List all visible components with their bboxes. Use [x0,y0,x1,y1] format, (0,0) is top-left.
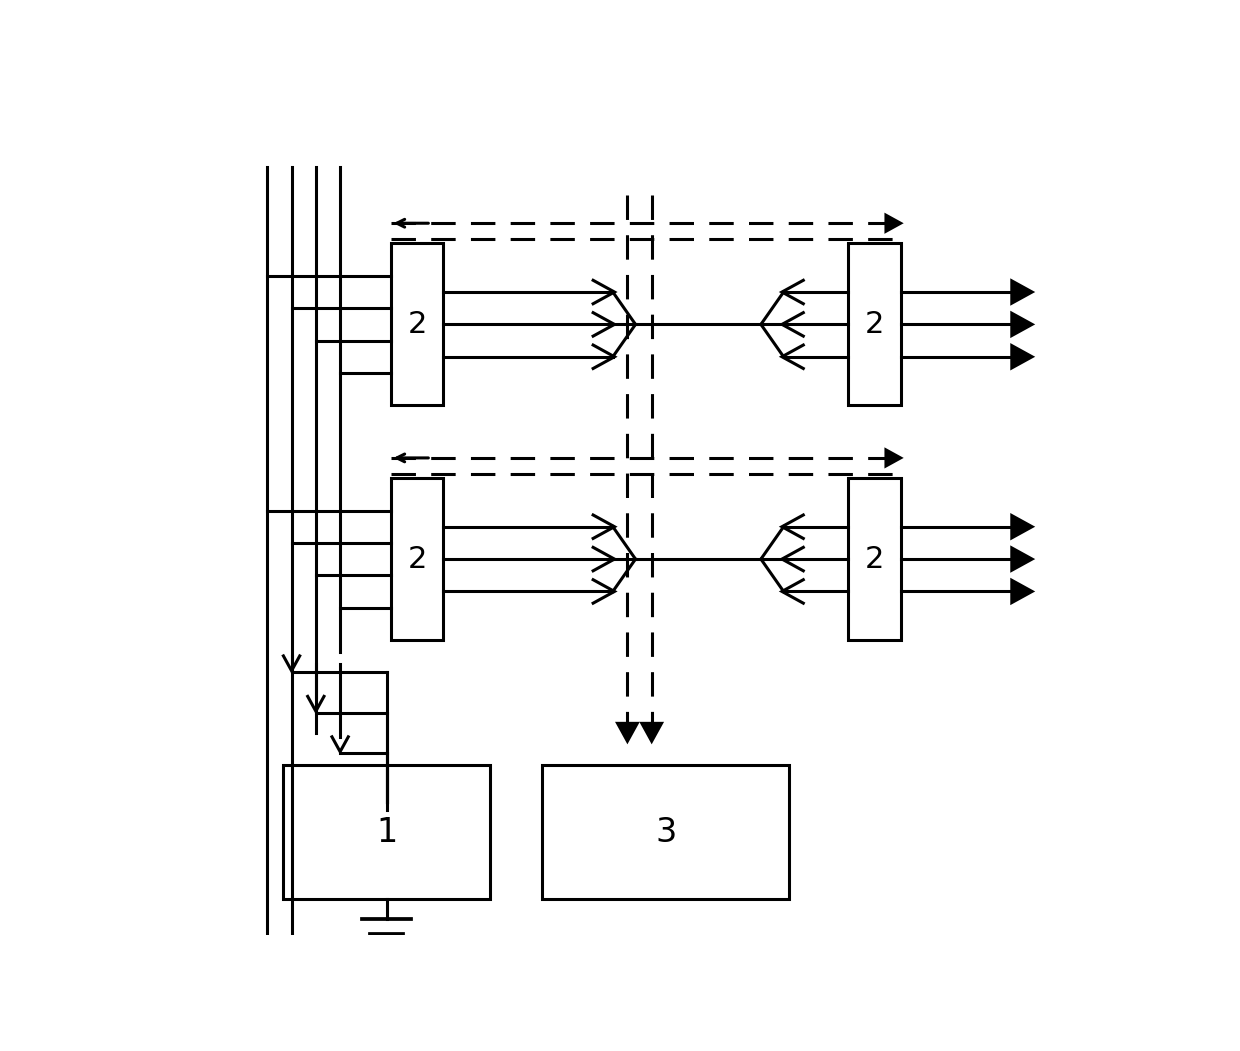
Polygon shape [1012,580,1032,602]
Bar [848,478,900,640]
Polygon shape [885,450,900,466]
Bar [542,765,790,899]
Text: 2: 2 [407,544,427,574]
Polygon shape [1012,313,1032,335]
Polygon shape [1012,548,1032,571]
Text: 1: 1 [376,816,397,849]
Bar [848,244,900,406]
Bar [284,765,490,899]
Bar [391,478,443,640]
Text: 3: 3 [655,816,677,849]
Polygon shape [1012,281,1032,303]
Polygon shape [1012,346,1032,368]
Polygon shape [642,723,661,741]
Polygon shape [618,723,637,741]
Polygon shape [1012,516,1032,538]
Bar [391,244,443,406]
Polygon shape [885,215,900,231]
Text: 2: 2 [864,310,884,338]
Text: 2: 2 [864,544,884,574]
Text: 2: 2 [407,310,427,338]
